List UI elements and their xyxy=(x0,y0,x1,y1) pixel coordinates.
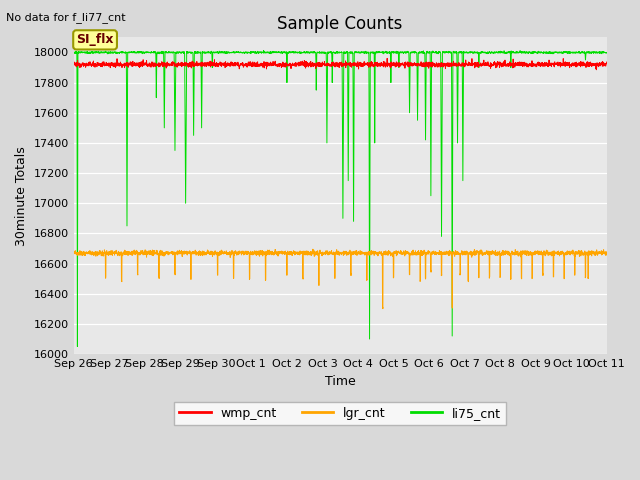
Text: No data for f_li77_cnt: No data for f_li77_cnt xyxy=(6,12,126,23)
X-axis label: Time: Time xyxy=(324,374,356,387)
Y-axis label: 30minute Totals: 30minute Totals xyxy=(15,146,28,246)
Text: SI_flx: SI_flx xyxy=(76,34,114,47)
Legend: wmp_cnt, lgr_cnt, li75_cnt: wmp_cnt, lgr_cnt, li75_cnt xyxy=(174,402,506,424)
Title: Sample Counts: Sample Counts xyxy=(278,15,403,33)
